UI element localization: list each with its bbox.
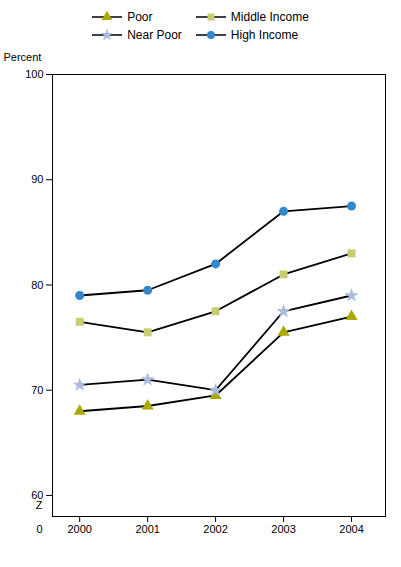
svg-text:2001: 2001 [135,523,159,535]
html-text:High Income: High Income [230,28,299,42]
svg-text:Percent: Percent [4,51,42,63]
svg-text:70: 70 [31,384,43,396]
svg-text:2000: 2000 [67,523,91,535]
svg-text:2004: 2004 [339,523,363,535]
svg-text:90: 90 [31,173,43,185]
svg-text:2002: 2002 [203,523,227,535]
svg-text:100: 100 [25,68,43,80]
svg-text:0: 0 [36,523,42,535]
svg-text:60: 60 [31,489,44,501]
html-text:Middle Income: Middle Income [230,10,309,24]
svg-text:2003: 2003 [271,523,295,535]
svg-text:Z: Z [36,499,43,511]
html-text:Poor: Poor [127,10,153,24]
html-text:Near Poor: Near Poor [127,28,182,42]
svg-text:80: 80 [31,278,43,290]
